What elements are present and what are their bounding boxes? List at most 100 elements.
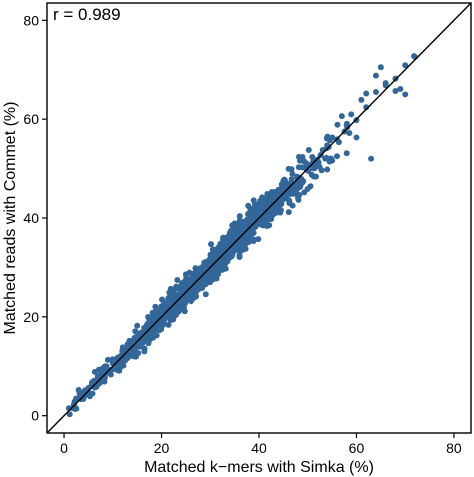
data-point xyxy=(377,64,384,71)
y-tick-label: 80 xyxy=(23,12,39,28)
data-point xyxy=(272,207,279,214)
data-point xyxy=(353,134,360,141)
data-point xyxy=(166,289,173,296)
data-point xyxy=(297,157,304,164)
data-point xyxy=(192,265,199,272)
data-point xyxy=(236,217,243,224)
data-point xyxy=(141,324,148,331)
data-point xyxy=(126,350,133,357)
data-point xyxy=(141,345,148,352)
data-point xyxy=(234,230,241,237)
data-point xyxy=(85,389,92,396)
data-point xyxy=(203,280,210,287)
data-point xyxy=(248,236,255,243)
data-point xyxy=(372,88,379,95)
data-point xyxy=(225,254,232,261)
data-point xyxy=(217,256,224,263)
data-point xyxy=(248,230,255,237)
data-point xyxy=(299,179,306,186)
data-point xyxy=(263,217,270,224)
data-point xyxy=(139,339,146,346)
data-point xyxy=(174,276,181,283)
data-point xyxy=(246,210,253,217)
data-point xyxy=(195,283,202,290)
data-point xyxy=(277,186,284,193)
data-point xyxy=(202,291,209,298)
data-point xyxy=(178,295,185,302)
data-point xyxy=(293,186,300,193)
data-point xyxy=(170,316,177,323)
data-point xyxy=(280,177,287,184)
data-point xyxy=(100,371,107,378)
data-point xyxy=(165,321,172,328)
data-point xyxy=(114,366,121,373)
data-point xyxy=(153,332,160,339)
data-point xyxy=(289,170,296,177)
data-point xyxy=(245,202,252,209)
data-point xyxy=(382,80,389,87)
data-point xyxy=(134,339,141,346)
data-point xyxy=(179,280,185,287)
x-tick-label: 40 xyxy=(251,440,267,456)
data-point xyxy=(215,270,222,277)
data-point xyxy=(305,146,312,153)
data-point xyxy=(231,220,238,227)
data-point xyxy=(256,216,262,223)
data-point xyxy=(216,246,223,253)
data-point xyxy=(402,91,409,98)
x-tick-label: 80 xyxy=(446,440,462,456)
data-point xyxy=(187,279,194,286)
data-point xyxy=(285,165,292,172)
x-tick-label: 20 xyxy=(154,440,170,456)
data-point xyxy=(104,356,111,363)
data-point xyxy=(348,111,355,118)
data-point xyxy=(241,244,248,251)
data-point xyxy=(66,411,73,418)
data-point xyxy=(294,176,301,183)
data-point xyxy=(171,291,178,298)
data-point xyxy=(285,209,292,216)
correlation-annotation: r = 0.989 xyxy=(53,5,121,24)
data-point xyxy=(301,189,308,196)
data-point xyxy=(124,343,131,350)
data-point xyxy=(159,306,165,313)
data-point xyxy=(215,261,222,268)
data-point xyxy=(288,176,295,183)
data-point xyxy=(343,150,350,157)
data-point xyxy=(146,337,153,344)
data-point xyxy=(155,322,162,329)
data-point xyxy=(372,72,379,79)
data-point xyxy=(268,192,275,199)
data-point xyxy=(182,271,189,278)
data-point xyxy=(392,87,399,94)
data-point xyxy=(285,180,292,187)
data-point xyxy=(312,163,319,170)
data-point xyxy=(208,241,215,248)
data-point xyxy=(75,387,82,393)
data-point xyxy=(333,153,340,160)
x-tick-label: 60 xyxy=(349,440,365,456)
data-point xyxy=(323,154,330,161)
y-tick-label: 40 xyxy=(23,210,39,226)
data-point xyxy=(134,322,141,329)
data-point xyxy=(397,86,404,92)
y-tick-label: 0 xyxy=(31,408,39,424)
data-point xyxy=(132,328,139,335)
data-point xyxy=(208,271,214,278)
x-axis-title: Matched k−mers with Simka (%) xyxy=(144,459,374,476)
data-point xyxy=(228,235,235,242)
data-point xyxy=(358,96,365,103)
data-point xyxy=(187,287,194,294)
data-point xyxy=(197,276,204,283)
data-point xyxy=(294,194,301,201)
data-point xyxy=(290,190,297,197)
data-point xyxy=(258,204,265,211)
data-point xyxy=(277,209,284,216)
data-point xyxy=(368,155,375,162)
data-point xyxy=(251,204,258,211)
y-tick-label: 20 xyxy=(23,309,39,325)
y-axis-title: Matched reads with Commet (%) xyxy=(2,102,19,335)
data-point xyxy=(363,104,370,111)
data-point xyxy=(309,153,316,160)
